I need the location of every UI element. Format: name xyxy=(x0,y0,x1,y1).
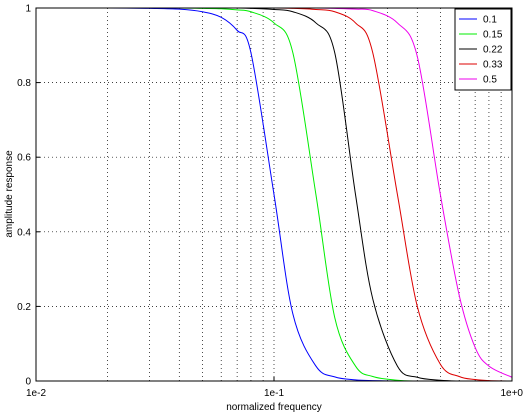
y-tick-label: 0.4 xyxy=(17,227,31,238)
legend-entry-label: 0.1 xyxy=(483,15,497,26)
x-axis-label: normalized frequency xyxy=(226,402,322,413)
x-tick-label: 1e-1 xyxy=(264,388,284,399)
y-tick-label: 0.8 xyxy=(17,78,31,89)
y-axis-label: amplitude response xyxy=(4,150,15,238)
legend-entry-label: 0.15 xyxy=(483,30,503,41)
legend: 0.1 0.15 0.22 0.33 0.5 xyxy=(454,8,512,91)
y-tick-label: 0.2 xyxy=(17,302,31,313)
y-axis-ticks: 0 0.2 0.4 0.6 0.8 1 xyxy=(17,4,40,388)
x-tick-label: 1e-2 xyxy=(26,388,46,399)
y-tick-label: 0.6 xyxy=(17,153,31,164)
y-tick-label: 0 xyxy=(25,377,31,388)
x-tick-label: 1e+0 xyxy=(500,388,523,399)
grid xyxy=(36,8,512,381)
legend-entry-label: 0.5 xyxy=(483,75,497,86)
x-axis-ticks: 1e-2 1e-1 1e+0 xyxy=(26,377,523,399)
legend-entry-label: 0.22 xyxy=(483,45,503,56)
legend-entry-label: 0.33 xyxy=(483,60,503,71)
y-tick-label: 1 xyxy=(25,4,31,15)
